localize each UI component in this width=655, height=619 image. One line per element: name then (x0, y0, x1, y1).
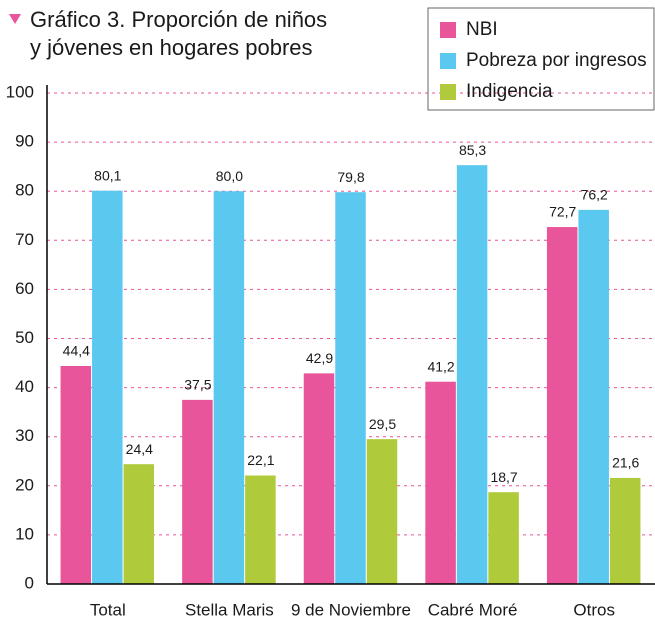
y-tick-label: 20 (15, 475, 34, 494)
bar (92, 190, 123, 585)
legend-swatch (440, 22, 456, 38)
legend-swatch (440, 53, 456, 69)
legend-label: Pobreza por ingresos (466, 50, 647, 71)
bar (488, 492, 519, 584)
y-tick-label: 30 (15, 426, 34, 445)
value-label: 42,9 (306, 350, 333, 366)
x-tick-label: 9 de Noviembre (291, 600, 411, 619)
y-tick-label: 80 (15, 181, 34, 200)
bar (245, 475, 276, 584)
value-label: 29,5 (369, 416, 396, 432)
bar (123, 464, 155, 584)
y-tick-label: 10 (15, 524, 34, 543)
y-tick-label: 70 (15, 230, 34, 249)
legend-swatch (440, 84, 456, 100)
bar (425, 381, 456, 584)
bar (366, 439, 398, 584)
chart-subtitle: y jóvenes en hogares pobres (30, 35, 313, 60)
y-tick-label: 60 (15, 279, 34, 298)
value-label: 41,2 (427, 358, 454, 374)
value-label: 85,3 (459, 142, 486, 158)
y-tick-label: 50 (15, 328, 34, 347)
bar (546, 227, 578, 584)
bar (60, 365, 92, 584)
bar (609, 477, 641, 584)
value-label: 44,4 (63, 343, 90, 359)
value-label: 80,0 (216, 168, 243, 184)
x-tick-label: Cabré Moré (428, 600, 518, 619)
value-label: 76,2 (581, 187, 608, 203)
value-label: 24,4 (126, 441, 153, 457)
chart-title: Gráfico 3. Proporción de niños (30, 7, 327, 32)
value-label: 79,8 (337, 169, 364, 185)
bar (213, 191, 245, 584)
x-tick-label: Stella Maris (185, 600, 274, 619)
value-label: 80,1 (94, 167, 121, 183)
x-tick-label: Total (90, 600, 126, 619)
title-marker (9, 14, 21, 24)
value-label: 22,1 (247, 452, 274, 468)
value-label: 18,7 (490, 469, 517, 485)
y-tick-label: 0 (25, 573, 34, 592)
bar (182, 399, 213, 584)
y-tick-label: 40 (15, 377, 34, 396)
bar (303, 373, 335, 584)
legend-label: Indigencia (466, 81, 553, 102)
value-label: 72,7 (549, 204, 576, 220)
bar (456, 165, 488, 584)
value-label: 21,6 (612, 455, 639, 471)
value-label: 37,5 (184, 377, 211, 393)
bar (578, 209, 609, 584)
y-tick-label: 90 (15, 132, 34, 151)
y-tick-label: 100 (6, 82, 34, 101)
bar (335, 192, 366, 584)
x-tick-label: Otros (573, 600, 615, 619)
legend-label: NBI (466, 19, 498, 40)
